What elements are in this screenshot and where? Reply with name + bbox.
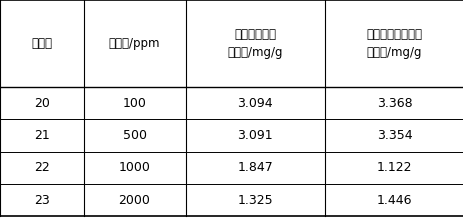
Text: 3.091: 3.091	[237, 129, 272, 142]
Text: 100: 100	[122, 97, 146, 110]
Text: 22: 22	[34, 161, 50, 174]
Text: 苯并噻吩的穿透吸
附容量/mg/g: 苯并噻吩的穿透吸 附容量/mg/g	[366, 28, 421, 59]
Text: 500: 500	[122, 129, 146, 142]
Text: 1000: 1000	[119, 161, 150, 174]
Text: 1.446: 1.446	[376, 194, 411, 207]
Text: 1.847: 1.847	[237, 161, 273, 174]
Text: 实施例: 实施例	[31, 37, 52, 50]
Text: 23: 23	[34, 194, 50, 207]
Text: 硫浓度/ppm: 硫浓度/ppm	[109, 37, 160, 50]
Text: 1.122: 1.122	[376, 161, 411, 174]
Text: 1.325: 1.325	[237, 194, 272, 207]
Text: 3.368: 3.368	[376, 97, 411, 110]
Text: 21: 21	[34, 129, 50, 142]
Text: 3.354: 3.354	[376, 129, 411, 142]
Text: 2000: 2000	[119, 194, 150, 207]
Text: 20: 20	[34, 97, 50, 110]
Text: 3.094: 3.094	[237, 97, 272, 110]
Text: 噻吩的穿透吸
附容量/mg/g: 噻吩的穿透吸 附容量/mg/g	[227, 28, 282, 59]
